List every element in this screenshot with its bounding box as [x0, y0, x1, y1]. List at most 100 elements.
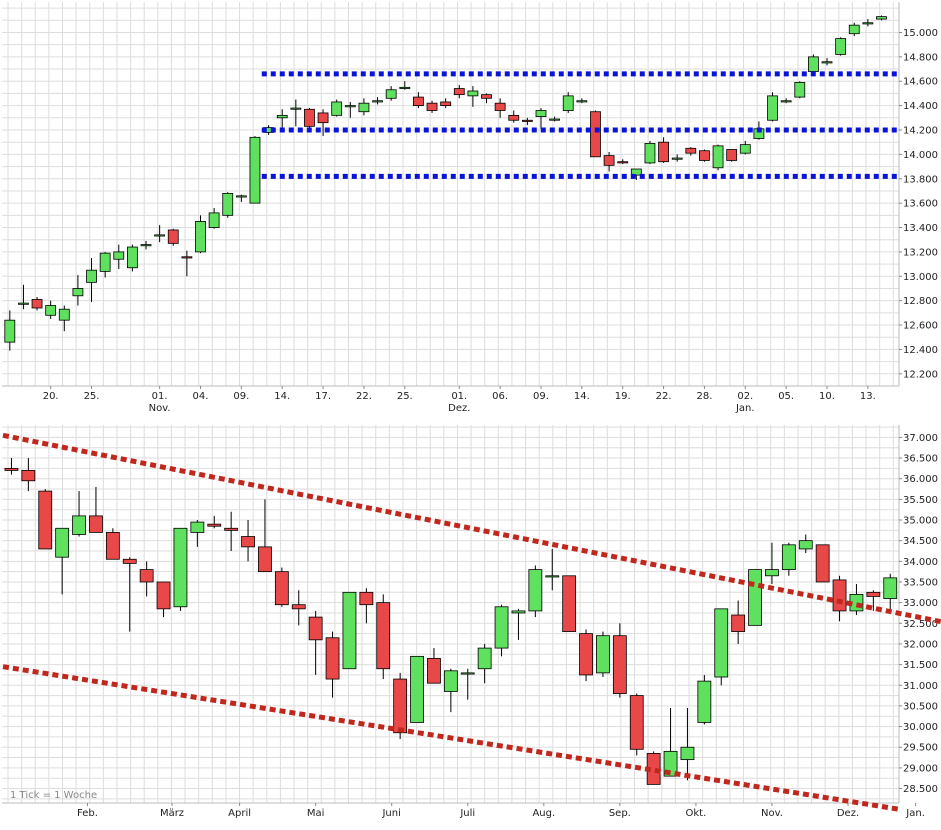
chart-1-candle-down [866, 591, 881, 597]
chart-1-candle-down [308, 616, 323, 641]
chart-0-ytick-label: 14.400 [903, 101, 938, 112]
chart-0-xtick-label: 09. [533, 391, 549, 402]
chart-0-ytick-label: 14.200 [903, 126, 938, 137]
chart-0-xtick-label: 20. [43, 391, 59, 402]
chart-1-candle-down [105, 532, 120, 560]
chart-1-candle-down [427, 658, 441, 684]
chart-0-xtick-sublabel: Jan. [735, 403, 755, 414]
chart-1-xtick-label: Nov. [761, 808, 783, 819]
chart-0-candle-up [4, 319, 16, 343]
chart-0-candle-up [821, 61, 833, 64]
chart-0-candle-up [535, 110, 547, 117]
chart-0-candle-down [181, 256, 193, 259]
chart-0-candle-up [644, 143, 656, 164]
chart-1-xtick-label: Dez. [837, 808, 859, 819]
chart-1-tick-note: 1 Tick = 1 Woche [10, 790, 97, 801]
chart-1-candle-down [815, 544, 830, 583]
chart-0-xtick-label: 09. [233, 391, 249, 402]
chart-1-candle-up [798, 540, 813, 550]
chart-0-candle-up [630, 168, 642, 176]
chart-1-candle-up [545, 575, 560, 578]
chart-0-candle-down [413, 96, 424, 107]
chart-0-xtick-label: 22. [656, 391, 672, 402]
chart-1-candle-up [190, 521, 205, 533]
chart-0-xtick-label: 04. [193, 391, 209, 402]
chart-0-candle-up [290, 107, 302, 110]
chart-0-candle-up [18, 302, 29, 305]
chart-0-xtick-label: 25. [84, 391, 100, 402]
chart-1-xtick-label: Okt. [686, 808, 707, 819]
chart-1-ytick-label: 32.500 [903, 619, 938, 630]
chart-1-xtick-label: April [228, 808, 251, 819]
chart-0-candle-down [426, 102, 438, 111]
chart-0-xtick-label: 25. [397, 391, 413, 402]
chart-1-candle-down [4, 467, 19, 471]
chart-1-ytick-label: 34.000 [903, 557, 938, 568]
chart-0-candle-up [235, 195, 247, 198]
chart-1-candles [4, 458, 898, 785]
chart-0-ytick-label: 14.000 [903, 150, 938, 161]
chart-0-ytick-label: 13.600 [903, 199, 938, 210]
chart-1-candle-up [410, 655, 424, 723]
chart-1-ytick-label: 34.500 [903, 536, 938, 547]
chart-1-ytick-label: 29.500 [903, 743, 938, 754]
chart-1-ytick-label: 33.500 [903, 577, 938, 588]
chart-0-candle-down [440, 101, 452, 107]
chart-0-ytick-label: 12.200 [903, 369, 938, 380]
chart-0-candle-up [331, 101, 343, 116]
chart-0-ytick-label: 13.800 [903, 174, 938, 185]
chart-0-candle-down [603, 155, 615, 166]
chart-0-candle-down [304, 108, 315, 127]
chart-0-candle-up [86, 269, 97, 283]
chart-0-xtick-label: 10. [819, 391, 835, 402]
chart-1-candle-down [731, 614, 746, 632]
chart-1-ytick-label: 36.500 [903, 454, 938, 465]
chart-1-candle-up [460, 672, 475, 675]
chart-1-candle-up [72, 515, 86, 535]
chart-0-xtick-label: 14. [274, 391, 290, 402]
chart-0-ytick-label: 14.600 [903, 77, 938, 88]
chart-1-candle-down [325, 637, 340, 680]
chart-0-xtick-label: 06. [492, 391, 508, 402]
chart-0-xtick-sublabel: Nov. [149, 403, 171, 414]
chart-0-candle-down [453, 88, 465, 96]
chart-1-candle-down [38, 490, 53, 550]
chart-1-candle-down [832, 579, 847, 612]
chart-0-xtick-label: 22. [356, 391, 372, 402]
chart-1-xtick-label: Juli [459, 808, 475, 819]
chart-1-candle-up [883, 577, 898, 599]
chart-0-ytick-label: 12.600 [903, 321, 938, 332]
chart-0-candle-up [794, 82, 806, 98]
chart-0-xtick-label: 01. [152, 391, 168, 402]
chart-0-ytick-label: 13.400 [903, 223, 938, 234]
chart-0-candle-up [862, 22, 874, 25]
chart-1-candle-down [89, 515, 103, 533]
chart-0-xtick-sublabel: Dez. [448, 403, 470, 414]
chart-1-ytick-label: 32.000 [903, 639, 938, 650]
chart-0-candle-up [739, 144, 751, 154]
chart-0-candle-up [780, 100, 792, 103]
chart-0-candle-up [140, 244, 152, 247]
chart-1-candle-down [562, 575, 577, 632]
chart-0-candle-down [617, 161, 629, 164]
chart-1-ytick-label: 29.000 [903, 763, 938, 774]
chart-1-candle-up [342, 591, 357, 670]
chart-1-ytick-label: 37.000 [903, 433, 938, 444]
chart-1-candle-down [21, 470, 36, 482]
chart-0-candle-down [658, 141, 669, 163]
chart-1-candle-down [241, 536, 255, 548]
chart-0-candle-up [562, 95, 574, 111]
chart-0-ytick-label: 14.800 [903, 52, 938, 63]
chart-1-candle-down [376, 602, 391, 670]
chart-0-candle-up [767, 95, 778, 121]
chart-1-candle-up [714, 608, 729, 678]
chart-1-candle-up [477, 647, 492, 670]
chart-0-candle-up [222, 192, 234, 216]
chart-1-candle-up [511, 610, 526, 614]
chart-0-ytick-label: 12.400 [903, 345, 938, 356]
chart-0-candle-up [358, 102, 370, 113]
chart-1-candle-down [122, 558, 137, 564]
chart-0-candle-up [549, 118, 561, 121]
chart-0-candle-down [494, 102, 506, 111]
chart-1-ytick-label: 31.500 [903, 660, 938, 671]
